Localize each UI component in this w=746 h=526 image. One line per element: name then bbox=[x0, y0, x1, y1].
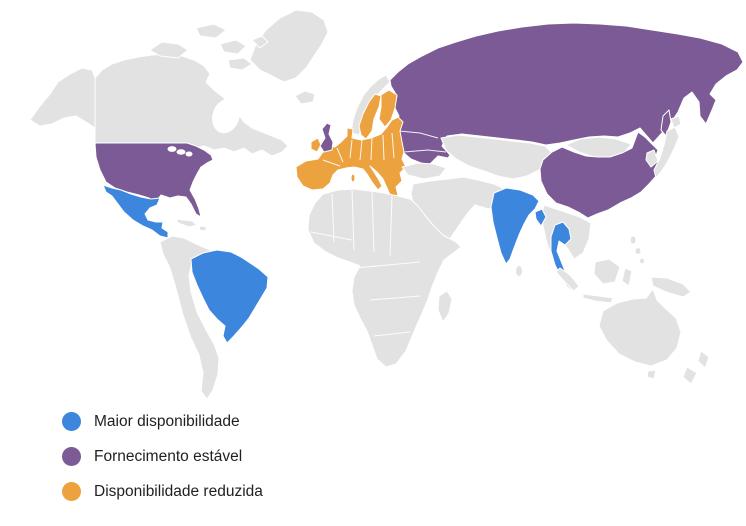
region-arctic-island bbox=[195, 23, 227, 39]
region-philippines bbox=[639, 257, 645, 265]
region-cuba bbox=[175, 218, 198, 228]
region-korea bbox=[645, 149, 659, 168]
country-borders bbox=[322, 132, 395, 167]
region-sakhalin bbox=[660, 109, 672, 137]
region-arctic-island bbox=[219, 39, 247, 55]
great-lakes bbox=[185, 151, 193, 157]
region-iceland bbox=[294, 90, 316, 105]
region-thailand bbox=[550, 221, 572, 278]
region-hispaniola bbox=[198, 225, 208, 232]
region-ireland bbox=[310, 137, 322, 153]
region-new-zealand-south bbox=[682, 366, 698, 385]
legend-item-high: Maior disponibilidade bbox=[62, 412, 263, 431]
region-madagascar bbox=[437, 290, 453, 323]
great-lakes bbox=[176, 149, 186, 155]
region-finland bbox=[378, 89, 398, 128]
region-japan bbox=[653, 126, 680, 179]
region-borneo bbox=[593, 258, 621, 285]
region-java bbox=[582, 293, 614, 304]
region-bangladesh bbox=[534, 208, 547, 227]
region-india bbox=[490, 187, 540, 265]
region-alaska bbox=[29, 67, 96, 129]
region-sumatra bbox=[555, 267, 580, 292]
region-tasmania bbox=[646, 369, 657, 380]
region-philippines bbox=[634, 247, 642, 255]
region-arctic-island bbox=[227, 57, 253, 71]
legend-item-stable: Fornecimento estável bbox=[62, 447, 263, 466]
legend-label-reduced: Disponibilidade reduzida bbox=[94, 483, 263, 500]
legend-dot-high-icon bbox=[62, 412, 81, 431]
region-hokkaido bbox=[670, 115, 682, 129]
region-mongolia bbox=[565, 136, 632, 158]
region-brazil bbox=[190, 249, 269, 344]
world-map bbox=[29, 9, 744, 400]
region-arctic-island bbox=[149, 41, 189, 59]
great-lakes bbox=[167, 146, 177, 152]
region-africa bbox=[307, 188, 462, 368]
region-arctic-island bbox=[251, 35, 269, 49]
region-uk bbox=[319, 122, 334, 153]
legend: Maior disponibilidade Fornecimento estáv… bbox=[62, 412, 263, 501]
region-turkey bbox=[401, 162, 447, 180]
legend-dot-stable-icon bbox=[62, 447, 81, 466]
hudson-bay bbox=[212, 98, 240, 134]
region-new-guinea bbox=[650, 276, 692, 298]
region-sulawesi bbox=[621, 267, 633, 287]
region-australia bbox=[598, 288, 682, 367]
region-new-zealand-north bbox=[697, 350, 710, 369]
legend-label-stable: Fornecimento estável bbox=[94, 448, 243, 465]
region-sri-lanka bbox=[515, 265, 523, 277]
country-borders bbox=[310, 189, 421, 337]
region-south-america bbox=[159, 235, 220, 400]
country-borders bbox=[398, 130, 447, 153]
region-mexico bbox=[102, 184, 169, 239]
region-canada bbox=[94, 53, 289, 157]
region-continental-europe bbox=[295, 116, 407, 198]
region-greenland bbox=[249, 9, 329, 83]
region-philippines bbox=[629, 235, 637, 245]
legend-item-reduced: Disponibilidade reduzida bbox=[62, 482, 263, 501]
legend-label-high: Maior disponibilidade bbox=[94, 413, 240, 430]
legend-dot-reduced-icon bbox=[62, 482, 81, 501]
region-sardinia bbox=[350, 173, 356, 183]
